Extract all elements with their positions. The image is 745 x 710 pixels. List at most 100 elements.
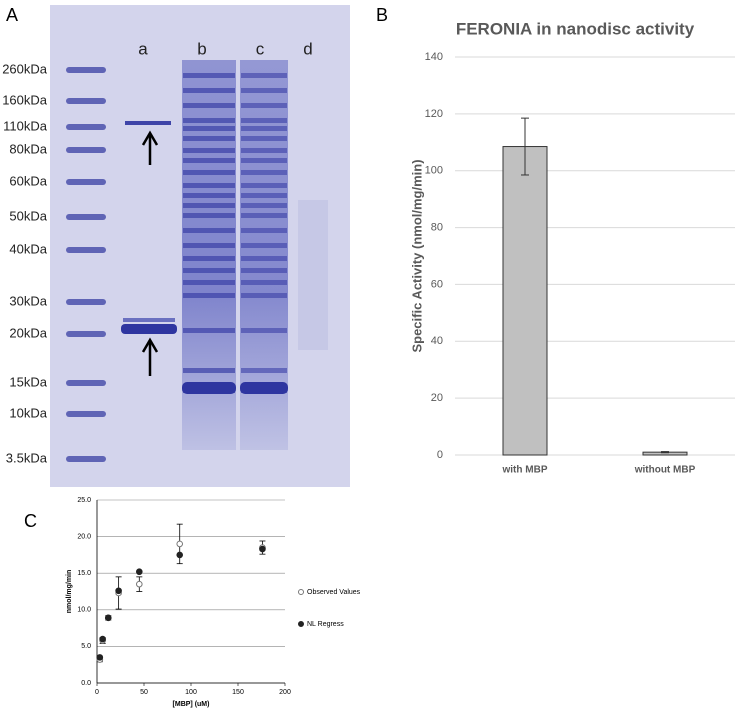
gel-band <box>183 268 235 273</box>
marker-label: 260kDa <box>2 61 48 76</box>
gel-band <box>66 299 106 305</box>
point <box>104 614 112 622</box>
y-tick-label: 60 <box>431 278 443 290</box>
gel-band <box>183 203 235 208</box>
gel-band <box>241 328 287 333</box>
marker-label: 50kDa <box>9 208 47 223</box>
marker-label: 20kDa <box>9 325 47 340</box>
gel-band <box>183 293 235 298</box>
panel-label: A <box>6 5 18 25</box>
legend-marker <box>298 621 304 627</box>
gel-band <box>66 411 106 417</box>
x-tick-label: 150 <box>232 689 244 696</box>
error-bar <box>521 117 529 176</box>
gel-band <box>125 121 171 125</box>
gel-band <box>241 203 287 208</box>
lane-label: c <box>256 39 265 58</box>
gel-band <box>66 98 106 104</box>
y-tick-label: 80 <box>431 221 443 233</box>
gel-band <box>241 256 287 261</box>
y-tick-label: 40 <box>431 335 443 347</box>
gel-band <box>241 158 287 163</box>
gel-band <box>121 324 177 334</box>
point <box>176 551 184 559</box>
gel-band <box>183 136 235 141</box>
arrow-head <box>141 337 159 353</box>
marker-label: 15kDa <box>9 374 47 389</box>
y-tick-label: 20.0 <box>77 533 91 540</box>
y-tick-label: 5.0 <box>81 643 91 650</box>
x-tick-label: 100 <box>185 689 197 696</box>
marker-label: 80kDa <box>9 141 47 156</box>
gel-band <box>241 136 287 141</box>
gel-band <box>240 382 288 394</box>
point <box>99 635 106 643</box>
gel-band <box>183 170 235 175</box>
x-tick-label: 50 <box>140 689 148 696</box>
gel-band <box>66 456 106 462</box>
gel-band <box>241 213 287 218</box>
gel-band <box>241 103 287 108</box>
gel-band <box>123 318 175 322</box>
gel-band <box>241 243 287 248</box>
gel-band <box>183 328 235 333</box>
gel-band <box>241 170 287 175</box>
gel-band <box>183 213 235 218</box>
gel-band <box>241 118 287 123</box>
gel-band <box>183 148 235 153</box>
y-tick-label: 25.0 <box>77 497 91 504</box>
point <box>136 568 143 576</box>
marker-label: 110kDa <box>3 118 48 133</box>
y-tick-label: 120 <box>425 108 443 120</box>
gel-band <box>241 228 287 233</box>
gel-band <box>241 293 287 298</box>
y-tick-label: 10.0 <box>77 607 91 614</box>
marker-label: 40kDa <box>9 241 47 256</box>
gel-band <box>183 73 235 78</box>
point <box>259 545 266 553</box>
gel-band <box>183 103 235 108</box>
gel-band <box>241 73 287 78</box>
y-tick-label: 0.0 <box>81 680 91 687</box>
gel-band <box>183 88 235 93</box>
gel-band <box>241 88 287 93</box>
point <box>115 587 122 595</box>
marker-label: 160kDa <box>2 92 48 107</box>
gel-band <box>66 331 106 337</box>
y-tick-label: 15.0 <box>77 570 91 577</box>
gel-band <box>241 126 287 131</box>
gel-band <box>183 193 235 198</box>
gel-lane <box>298 200 328 350</box>
x-tick-label: 0 <box>95 689 99 696</box>
gel-band <box>183 256 235 261</box>
marker-label: 60kDa <box>9 173 47 188</box>
gel-band <box>241 368 287 373</box>
gel-band <box>183 158 235 163</box>
marker-label: 30kDa <box>9 293 47 308</box>
gel-band <box>183 118 235 123</box>
gel-band <box>183 368 235 373</box>
legend-label: Observed Values <box>307 589 361 596</box>
x-tick-label: without MBP <box>634 465 696 476</box>
x-axis-label: [MBP] (uM) <box>173 701 210 708</box>
error-bar <box>661 451 669 454</box>
y-tick-label: 140 <box>425 51 443 63</box>
gel-band <box>66 147 106 153</box>
point <box>96 654 104 661</box>
marker-label: 3.5kDa <box>6 450 48 465</box>
lane-label: a <box>138 39 148 58</box>
gel-band <box>183 280 235 285</box>
gel-band <box>182 382 236 394</box>
gel-band <box>66 380 106 386</box>
point <box>136 580 143 588</box>
gel-band <box>66 124 106 130</box>
gel-band <box>66 67 106 73</box>
arrow-head <box>141 130 159 146</box>
y-tick-label: 100 <box>425 165 443 177</box>
gel-band <box>241 268 287 273</box>
panel-label: B <box>376 5 388 25</box>
legend-label: NL Regress <box>307 621 344 628</box>
gel-band <box>66 247 106 253</box>
gel-band <box>241 193 287 198</box>
